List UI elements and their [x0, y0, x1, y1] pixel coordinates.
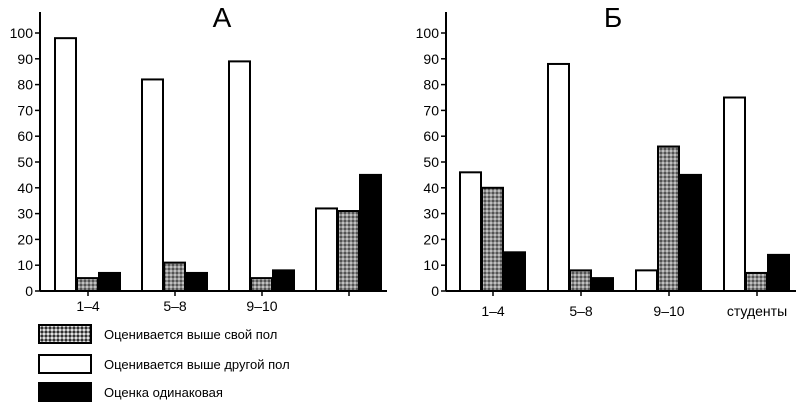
- bar-other: [315, 207, 338, 292]
- legend-swatch-same-rating: [38, 382, 92, 402]
- y-tick-label: 70: [423, 102, 439, 118]
- bar-same: [679, 173, 702, 292]
- y-tick-label: 100: [10, 25, 34, 41]
- bar-same: [591, 277, 614, 293]
- y-tick-label: 20: [423, 231, 439, 247]
- chart-title: Б: [604, 2, 622, 33]
- bar-same: [503, 251, 526, 293]
- y-tick-label: 40: [17, 180, 33, 196]
- y-tick-label: 0: [431, 283, 439, 299]
- bar-same: [359, 173, 382, 292]
- y-tick-label: 90: [423, 51, 439, 67]
- bar-other: [141, 78, 164, 292]
- y-tick-label: 100: [416, 25, 440, 41]
- bar-other: [459, 171, 482, 293]
- x-tick-label: 9–10: [653, 303, 684, 319]
- bar-other: [54, 37, 77, 292]
- bar-own: [657, 145, 680, 292]
- legend-label-same-rating: Оценка одинаковая: [104, 385, 223, 400]
- y-tick-label: 90: [17, 51, 33, 67]
- x-tick-label: 1–4: [76, 298, 100, 314]
- y-tick-label: 50: [17, 154, 33, 170]
- legend-label-own-sex: Оценивается выше свой пол: [104, 327, 278, 342]
- bar-other: [635, 269, 658, 292]
- y-tick-label: 60: [17, 128, 33, 144]
- bar-own: [250, 277, 273, 293]
- y-tick-label: 80: [17, 77, 33, 93]
- x-tick-label: 5–8: [163, 298, 187, 314]
- y-tick-label: 0: [25, 283, 33, 299]
- x-tick-label: 5–8: [569, 303, 593, 319]
- chart-panel-a: А 0 10 20 30 40 50 60 70 80 90 100 1–4 5–8 9–10: [10, 2, 387, 314]
- bar-other: [723, 96, 746, 292]
- x-tick-label: 1–4: [481, 303, 505, 319]
- bar-same: [272, 269, 295, 292]
- bar-own: [76, 277, 99, 293]
- bar-own: [337, 210, 360, 293]
- y-tick-label: 60: [423, 128, 439, 144]
- y-tick-label: 80: [423, 77, 439, 93]
- x-tick-label: 9–10: [246, 298, 277, 314]
- bar-same: [185, 271, 208, 293]
- bar-same: [98, 271, 121, 293]
- y-tick-label: 50: [423, 154, 439, 170]
- y-tick-label: 40: [423, 180, 439, 196]
- bar-other: [228, 60, 251, 292]
- x-tick-label: студенты: [727, 303, 787, 319]
- chart-title: А: [213, 2, 232, 33]
- bar-own: [569, 269, 592, 292]
- y-tick-label: 70: [17, 102, 33, 118]
- y-tick-label: 10: [17, 257, 33, 273]
- y-tick-label: 30: [17, 206, 33, 222]
- y-tick-label: 10: [423, 257, 439, 273]
- y-tick-label: 30: [423, 206, 439, 222]
- legend-swatch-other-sex: [38, 354, 92, 374]
- bar-other: [547, 62, 570, 292]
- chart-panel-b: Б 0 10 20 30 40 50 60 70 80 90 100 1–4 5–8 9–10 студент…: [416, 2, 796, 319]
- bar-same: [767, 253, 790, 293]
- bar-own: [163, 261, 186, 292]
- bar-own: [481, 186, 504, 292]
- legend-swatch-own-sex: [38, 324, 92, 344]
- legend-label-other-sex: Оценивается выше другой пол: [104, 357, 290, 372]
- bar-own: [745, 271, 768, 293]
- y-tick-label: 20: [17, 231, 33, 247]
